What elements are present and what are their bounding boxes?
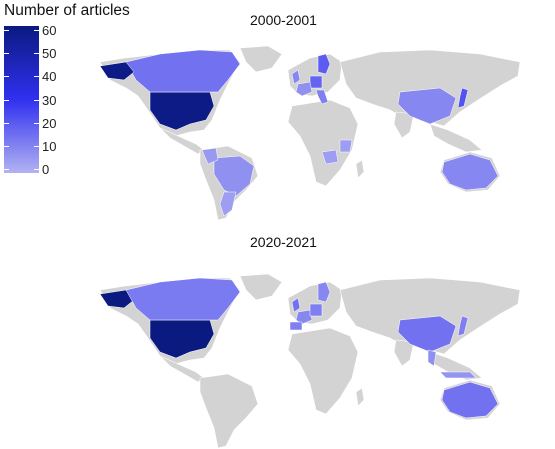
country-uk (291, 297, 301, 313)
madagascar-landmass (355, 159, 365, 179)
asia-landmass (339, 49, 521, 127)
country-tanzania (339, 139, 353, 153)
country-france (295, 81, 313, 97)
country-australia (441, 381, 499, 419)
world-map-bottom (99, 273, 521, 448)
country-japan (457, 315, 469, 337)
greenland-landmass (239, 45, 283, 73)
country-canada (125, 277, 241, 321)
asia-landmass (339, 277, 521, 355)
madagascar-landmass (355, 387, 365, 407)
legend-tick-label: 50 (42, 46, 57, 62)
country-sweden (317, 281, 331, 303)
south-america-landmass (199, 373, 259, 448)
legend-title: Number of articles (4, 2, 130, 19)
legend-tick-label: 10 (42, 138, 57, 154)
country-japan (457, 87, 469, 109)
africa-landmass (287, 99, 359, 187)
panel-title-top: 2000-2001 (250, 12, 317, 28)
country-indonesia (439, 371, 477, 379)
country-uk (291, 69, 301, 85)
country-thailand (427, 349, 437, 367)
southeast-asia-landmass (429, 123, 483, 153)
panel-title-bottom: 2020-2021 (250, 234, 317, 250)
country-zambia (321, 149, 339, 165)
legend-tick-label: 0 (42, 162, 50, 177)
country-spain (289, 321, 303, 331)
greenland-landmass (239, 273, 283, 301)
country-france (295, 309, 313, 325)
country-canada (125, 49, 241, 93)
legend-tick-label: 40 (42, 69, 57, 85)
africa-landmass (287, 327, 359, 415)
country-italy (315, 89, 329, 105)
country-brazil (213, 155, 255, 197)
country-australia (441, 153, 499, 191)
country-germany (309, 303, 323, 317)
legend-color-bar (4, 26, 39, 173)
country-alaska (99, 61, 135, 81)
legend-tick-label: 20 (42, 115, 57, 131)
country-sweden (317, 53, 331, 75)
world-map-top (99, 45, 521, 220)
country-usa (149, 91, 215, 131)
country-colombia (201, 147, 219, 165)
legend-tick-label: 30 (42, 92, 57, 108)
country-china (397, 87, 457, 125)
country-alaska (99, 289, 135, 309)
country-germany (309, 75, 323, 89)
legend-tick-label: 60 (42, 23, 57, 38)
country-china (397, 315, 457, 353)
country-argentina (219, 191, 237, 217)
country-usa (149, 319, 215, 359)
